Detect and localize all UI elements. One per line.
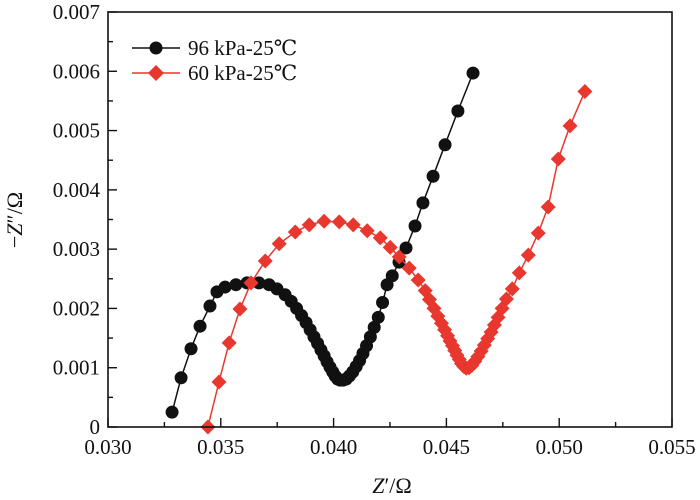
data-point-96kpa xyxy=(376,296,390,309)
data-point-96kpa xyxy=(426,169,440,183)
data-point-96kpa xyxy=(252,276,266,290)
data-point-96kpa xyxy=(399,241,413,255)
x-tick-label: 0.055 xyxy=(648,435,695,459)
data-point-60kpa xyxy=(345,217,361,233)
data-point-60kpa xyxy=(372,230,388,246)
data-point-60kpa xyxy=(331,214,347,230)
data-point-60kpa xyxy=(504,281,520,297)
data-point-96kpa xyxy=(193,319,207,333)
data-point-60kpa xyxy=(562,118,578,134)
data-point-60kpa xyxy=(257,253,273,269)
data-point-60kpa xyxy=(410,272,426,288)
legend-marker-60kpa xyxy=(148,65,164,81)
data-point-60kpa xyxy=(301,217,317,233)
x-tick-label: 0.035 xyxy=(197,435,244,459)
data-point-96kpa xyxy=(367,320,381,334)
data-point-96kpa xyxy=(165,405,179,419)
y-tick-label: 0.006 xyxy=(53,59,100,83)
legend-label-96kpa: 96 kPa-25℃ xyxy=(188,36,297,60)
data-point-60kpa xyxy=(577,83,593,99)
y-tick-label: 0 xyxy=(90,415,101,439)
y-tick-label: 0.002 xyxy=(53,296,100,320)
data-point-60kpa xyxy=(530,225,546,241)
x-tick-label: 0.045 xyxy=(423,435,470,459)
x-tick-label: 0.040 xyxy=(310,435,357,459)
x-tick-label: 0.050 xyxy=(536,435,583,459)
legend: 96 kPa-25℃ 60 kPa-25℃ xyxy=(132,36,297,85)
data-point-60kpa xyxy=(498,291,514,307)
y-tick-label: 0.007 xyxy=(53,0,100,24)
data-point-60kpa xyxy=(401,260,417,276)
y-tick-label: 0.005 xyxy=(53,119,100,143)
data-point-60kpa xyxy=(550,151,566,167)
data-point-60kpa xyxy=(382,239,398,255)
data-point-96kpa xyxy=(466,66,480,80)
legend-marker-96kpa xyxy=(149,41,163,55)
data-point-60kpa xyxy=(540,199,556,215)
data-point-96kpa xyxy=(184,342,198,356)
y-tick-label: 0.003 xyxy=(53,237,100,261)
data-point-96kpa xyxy=(203,299,217,313)
y-axis-title: −Z″/Ω xyxy=(2,192,27,248)
y-tick-label: 0.001 xyxy=(53,356,100,380)
legend-label-60kpa: 60 kPa-25℃ xyxy=(188,61,297,85)
data-point-96kpa xyxy=(451,104,465,118)
data-point-60kpa xyxy=(211,374,227,390)
data-point-60kpa xyxy=(287,224,303,240)
data-point-96kpa xyxy=(229,278,243,292)
data-point-96kpa xyxy=(416,196,430,210)
data-point-96kpa xyxy=(438,138,452,152)
data-point-60kpa xyxy=(520,247,536,263)
x-axis-title: Z′/Ω xyxy=(372,473,412,498)
x-tick-label: 0.030 xyxy=(84,435,131,459)
data-point-60kpa xyxy=(316,213,332,229)
data-point-96kpa xyxy=(174,371,188,385)
y-tick-label: 0.004 xyxy=(53,178,101,202)
x-axis: 0.030 0.035 0.040 0.045 0.050 0.055 xyxy=(84,418,696,459)
data-point-60kpa xyxy=(243,275,259,291)
data-point-96kpa xyxy=(408,219,422,233)
data-point-60kpa xyxy=(511,265,527,281)
data-point-96kpa xyxy=(218,280,232,294)
data-point-96kpa xyxy=(385,269,399,283)
data-point-60kpa xyxy=(232,301,248,317)
series-layer xyxy=(165,66,593,435)
data-point-60kpa xyxy=(271,236,287,252)
data-point-60kpa xyxy=(359,223,375,239)
data-point-96kpa xyxy=(371,310,385,324)
y-axis: 0 0.001 0.002 0.003 0.004 0.005 0.006 0.007 xyxy=(53,0,117,439)
data-point-60kpa xyxy=(221,335,237,351)
data-point-60kpa xyxy=(391,249,407,265)
